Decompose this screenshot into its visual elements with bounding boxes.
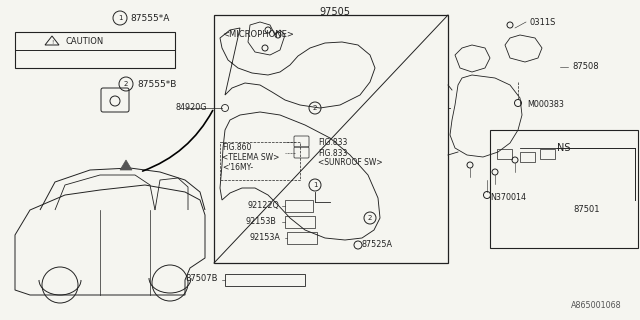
Bar [15, 32, 175, 68]
Text: 2: 2 [313, 105, 317, 111]
Text: FIG.860: FIG.860 [222, 143, 252, 152]
Text: 1: 1 [118, 15, 122, 21]
Bar [225, 274, 305, 286]
Text: A865001068: A865001068 [572, 301, 622, 310]
Text: 87555*B: 87555*B [137, 80, 177, 89]
Text: 87508: 87508 [572, 62, 598, 71]
Text: <SUNROOF SW>: <SUNROOF SW> [318, 158, 383, 167]
Text: 2: 2 [124, 81, 128, 87]
Text: M000383: M000383 [527, 100, 564, 109]
Bar [220, 142, 300, 180]
Text: <TELEMA SW>: <TELEMA SW> [222, 153, 280, 162]
Text: !: ! [51, 39, 53, 44]
Bar [490, 130, 638, 248]
Text: 92153B: 92153B [245, 217, 276, 226]
Text: NS: NS [557, 143, 570, 153]
Text: 84920G: 84920G [175, 103, 207, 112]
Text: 87507B: 87507B [185, 274, 218, 283]
Polygon shape [120, 160, 132, 170]
Text: N370014: N370014 [490, 193, 526, 202]
Text: 92122Q: 92122Q [248, 201, 280, 210]
Text: <MICROPHONE>: <MICROPHONE> [222, 30, 294, 39]
Text: 92153A: 92153A [249, 233, 280, 242]
Text: 0311S: 0311S [530, 18, 556, 27]
Text: 1: 1 [313, 182, 317, 188]
Text: CAUTION: CAUTION [65, 37, 103, 46]
Text: 2: 2 [368, 215, 372, 221]
Text: 97505: 97505 [319, 7, 351, 17]
Text: <'16MY-: <'16MY- [222, 163, 253, 172]
Bar [214, 15, 448, 263]
Text: FIG.833: FIG.833 [318, 138, 348, 147]
Text: 87555*A: 87555*A [130, 14, 170, 23]
Text: FIG.833: FIG.833 [318, 149, 348, 158]
Text: 87501: 87501 [573, 205, 600, 214]
Text: 87525A: 87525A [362, 240, 393, 249]
